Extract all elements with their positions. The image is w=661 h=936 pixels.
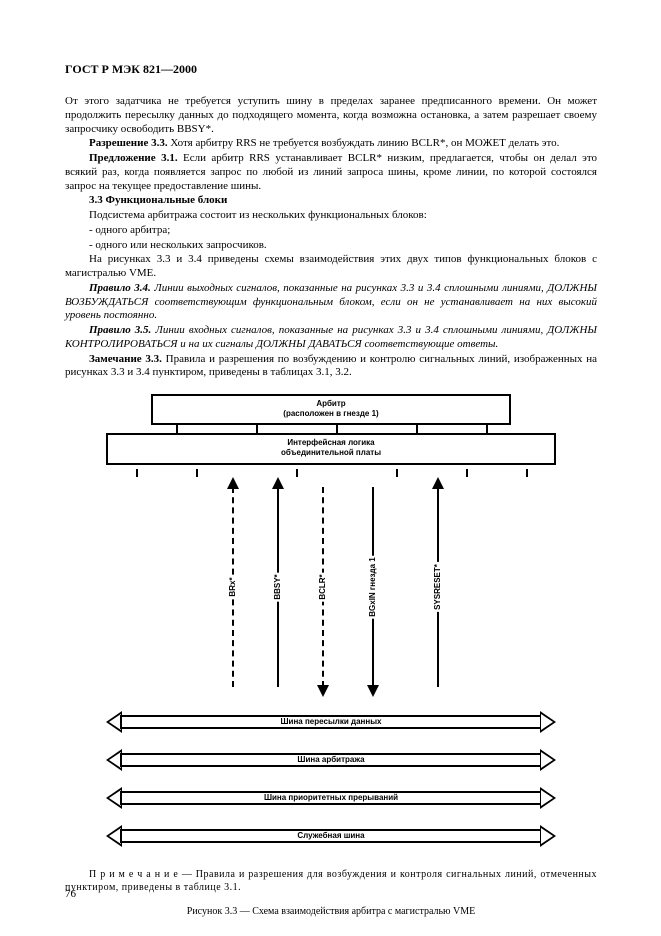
- signal-label: BGxIN гнезда 1: [368, 555, 378, 618]
- signal-bgxin-1: BGxIN гнезда 1: [366, 477, 380, 697]
- signal-bbsy-: BBSY*: [271, 477, 285, 697]
- arbiter-box: Арбитр (расположен в гнезде 1): [151, 394, 511, 425]
- arbiter-l2: (расположен в гнезде 1): [153, 409, 509, 419]
- signal-brx-: BRx*: [226, 477, 240, 697]
- arbiter-l1: Арбитр: [153, 399, 509, 409]
- perm-3-3: Разрешение 3.3. Хотя арбитру RRS не треб…: [65, 137, 597, 151]
- signal-bclr-: BCLR*: [316, 477, 330, 697]
- iface-box: Интерфейсная логика объединительной плат…: [106, 433, 556, 465]
- page-number: 76: [65, 888, 76, 902]
- perm-3-3-label: Разрешение 3.3.: [89, 137, 168, 149]
- figure-note: П р и м е ч а н и е — Правила и разрешен…: [65, 869, 597, 894]
- signal-label: BRx*: [228, 575, 238, 598]
- signal-label: BCLR*: [318, 572, 328, 601]
- iface-l1: Интерфейсная логика: [108, 438, 554, 448]
- rule-3-5: Правило 3.5. Линии входных сигналов, пок…: [65, 324, 597, 352]
- signal-label: BBSY*: [273, 572, 283, 601]
- bus-arbitration: Шина арбитража: [106, 747, 556, 773]
- bus1-label: Шина пересылки данных: [120, 715, 542, 729]
- bus4-label: Служебная шина: [120, 829, 542, 843]
- prop-3-1: Предложение 3.1. Если арбитр RRS устанав…: [65, 152, 597, 193]
- figure-3-3: Арбитр (расположен в гнезде 1) Интерфейс…: [106, 394, 556, 849]
- bus-utility: Служебная шина: [106, 823, 556, 849]
- prop-3-1-label: Предложение 3.1.: [89, 152, 178, 164]
- sec-3-3-li2: - одного или нескольких запросчиков.: [65, 239, 597, 253]
- sec-3-3-p2: На рисунках 3.3 и 3.4 приведены схемы вз…: [65, 253, 597, 281]
- perm-3-3-text: Хотя арбитру RRS не требуется возбуждать…: [168, 137, 560, 149]
- iface-l2: объединительной платы: [108, 448, 554, 458]
- sec-3-3-heading: 3.3 Функциональные блоки: [65, 194, 597, 208]
- bus2-label: Шина арбитража: [120, 753, 542, 767]
- iface-ticks: [106, 469, 556, 477]
- signal-lines: BRx* BBSY* BCLR* BGxIN гнезда 1 SYSRESET*: [106, 477, 556, 697]
- rule-3-5-label: Правило 3.5.: [89, 324, 151, 336]
- rule-3-4: Правило 3.4. Линии выходных сигналов, по…: [65, 282, 597, 323]
- sec-3-3-li1: - одного арбитра;: [65, 224, 597, 238]
- arbiter-ticks: [106, 425, 556, 433]
- note-3-3: Замечание 3.3. Правила и разрешения по в…: [65, 353, 597, 381]
- bus-priority-interrupt: Шина приоритетных прерываний: [106, 785, 556, 811]
- figure-caption: Рисунок 3.3 — Схема взаимодействия арбит…: [65, 906, 597, 919]
- bus3-label: Шина приоритетных прерываний: [120, 791, 542, 805]
- signal-label: SYSRESET*: [433, 562, 443, 612]
- sec-3-3-p1: Подсистема арбитража состоит из нескольк…: [65, 209, 597, 223]
- note-3-3-label: Замечание 3.3.: [89, 353, 162, 365]
- doc-header: ГОСТ Р МЭК 821—2000: [65, 62, 597, 77]
- rule-3-4-label: Правило 3.4.: [89, 282, 151, 294]
- signal-sysreset-: SYSRESET*: [431, 477, 445, 697]
- bus-data-transfer: Шина пересылки данных: [106, 709, 556, 735]
- body-para: От этого задатчика не требуется уступить…: [65, 95, 597, 136]
